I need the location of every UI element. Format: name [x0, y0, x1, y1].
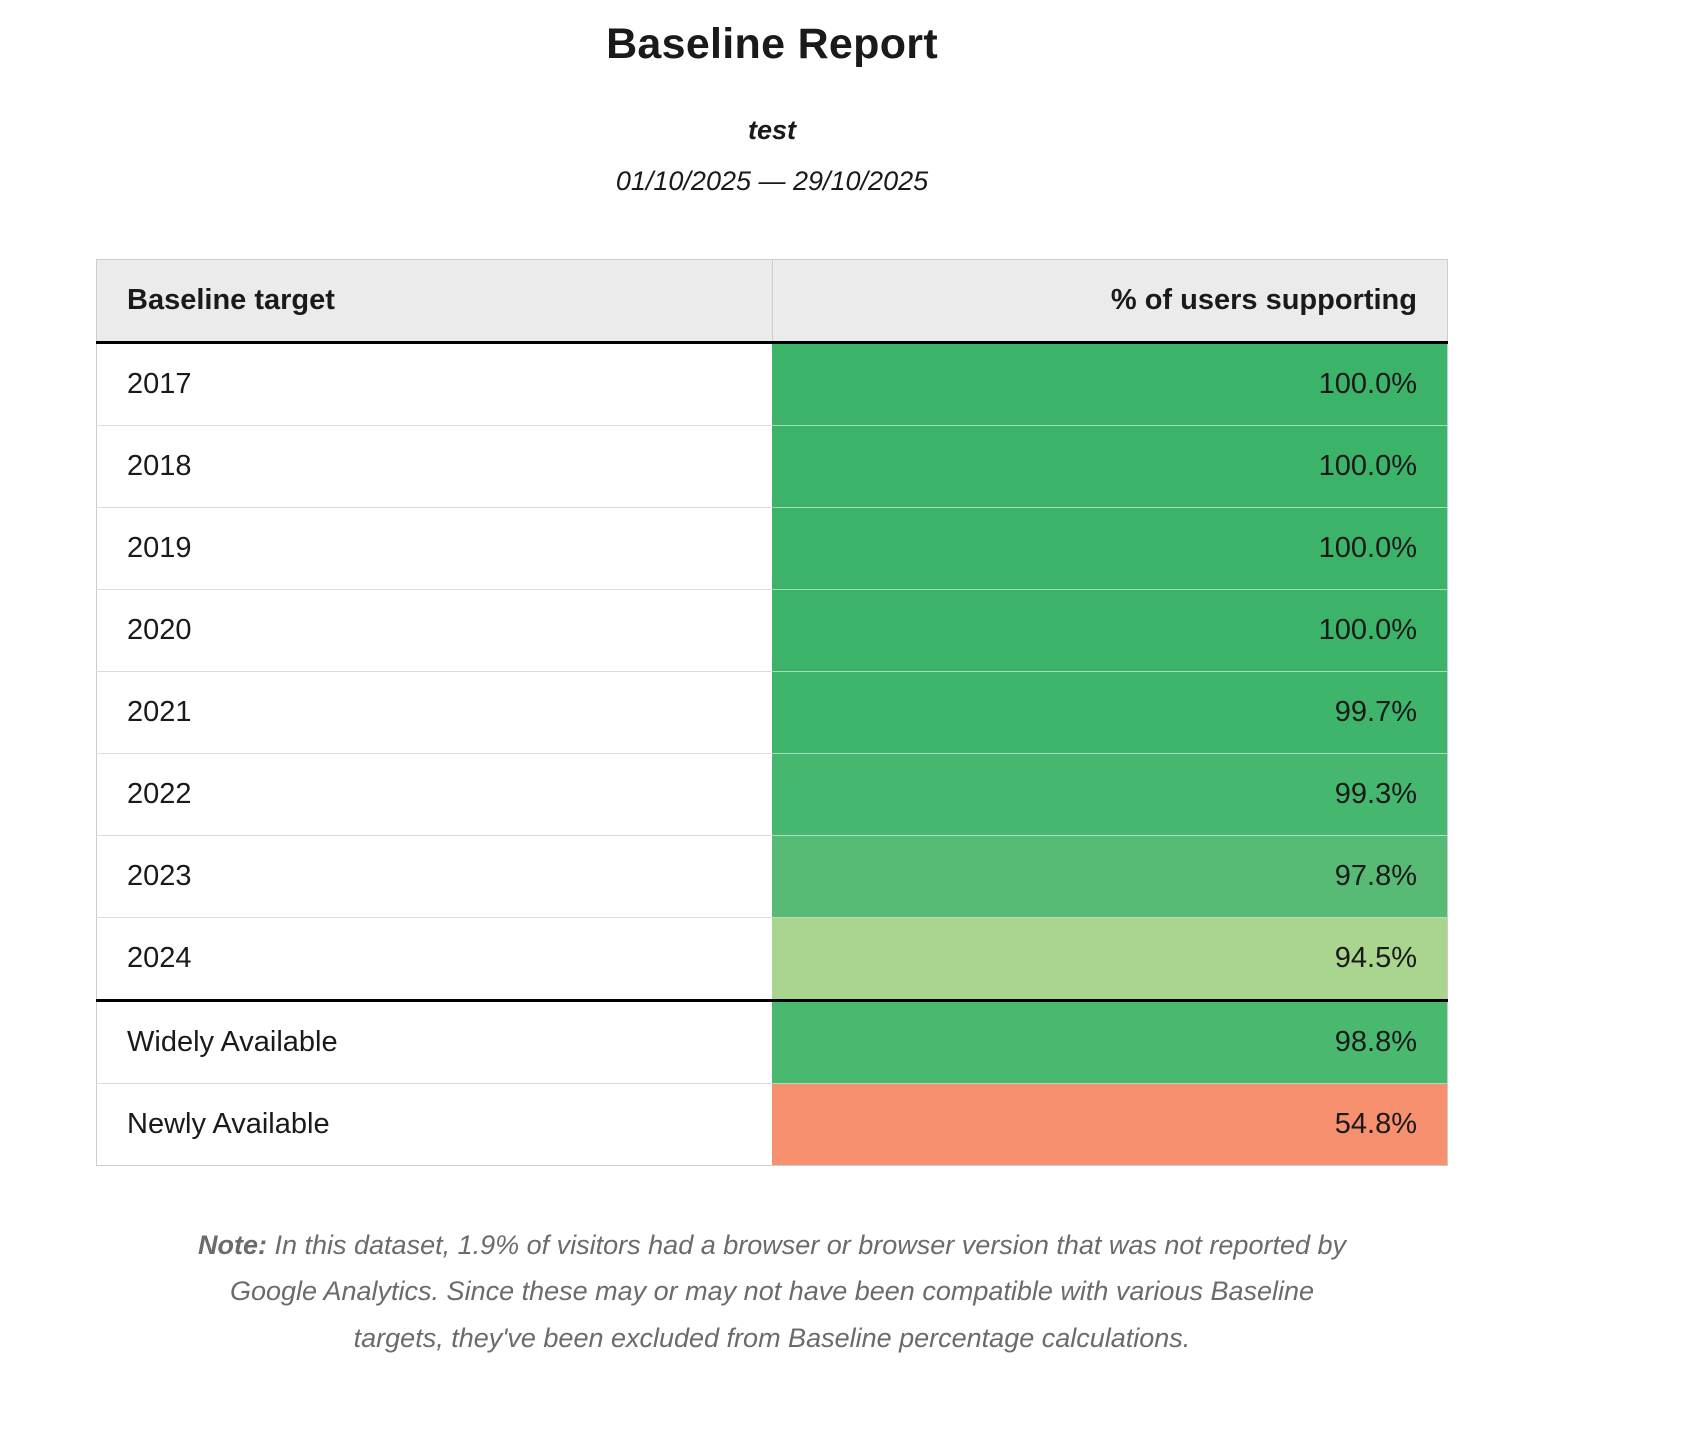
- report-date-range: 01/10/2025 — 29/10/2025: [615, 166, 929, 196]
- report-subtitle: test: [747, 115, 796, 145]
- table-header-row: Baseline target % of users supporting: [96, 259, 1448, 343]
- note-label: Note:: [197, 1230, 267, 1260]
- table-row: 2023 97.8%: [96, 835, 1448, 918]
- table-row: 2024 94.5%: [96, 917, 1448, 1001]
- percent-supporting-cell: 100.0%: [772, 507, 1448, 590]
- table-row: 2020 100.0%: [96, 589, 1448, 672]
- baseline-target-cell: 2019: [96, 507, 772, 590]
- baseline-table: Baseline target % of users supporting 20…: [96, 259, 1448, 1166]
- baseline-target-cell: 2020: [96, 589, 772, 672]
- percent-supporting-cell: 54.8%: [772, 1083, 1448, 1166]
- percent-supporting-cell: 99.3%: [772, 753, 1448, 836]
- baseline-target-cell: Newly Available: [96, 1083, 772, 1166]
- baseline-target-cell: 2018: [96, 425, 772, 508]
- baseline-target-cell: 2017: [96, 342, 772, 426]
- page-title: Baseline Report: [606, 20, 938, 68]
- baseline-target-cell: 2023: [96, 835, 772, 918]
- percent-supporting-cell: 99.7%: [772, 671, 1448, 754]
- table-row: Newly Available 54.8%: [96, 1083, 1448, 1166]
- table-row: 2021 99.7%: [96, 671, 1448, 754]
- table-row: 2019 100.0%: [96, 507, 1448, 590]
- column-header-baseline-target: Baseline target: [96, 259, 773, 343]
- percent-supporting-cell: 100.0%: [772, 342, 1448, 426]
- table-row: 2018 100.0%: [96, 425, 1448, 508]
- percent-supporting-cell: 98.8%: [772, 1000, 1448, 1084]
- percent-supporting-cell: 100.0%: [772, 589, 1448, 672]
- baseline-target-cell: 2021: [96, 671, 772, 754]
- baseline-target-cell: Widely Available: [96, 1000, 772, 1084]
- baseline-target-cell: 2024: [96, 917, 772, 1001]
- table-row: 2017 100.0%: [96, 342, 1448, 426]
- table-header: Baseline target % of users supporting: [96, 259, 1448, 343]
- report-page: Baseline Report test 01/10/2025 — 29/10/…: [96, 0, 1448, 1361]
- column-header-percent-supporting: % of users supporting: [772, 259, 1448, 343]
- table-row: 2022 99.3%: [96, 753, 1448, 836]
- table-row: Widely Available 98.8%: [96, 1000, 1448, 1084]
- note-text: In this dataset, 1.9% of visitors had a …: [229, 1230, 1347, 1353]
- table-body: 2017 100.0% 2018 100.0% 2019 100.0% 2020 100.0%…: [96, 342, 1448, 1166]
- percent-supporting-cell: 94.5%: [772, 917, 1448, 1001]
- report-note: Note: In this dataset, 1.9% of visitors …: [182, 1222, 1362, 1361]
- baseline-target-cell: 2022: [96, 753, 772, 836]
- percent-supporting-cell: 100.0%: [772, 425, 1448, 508]
- percent-supporting-cell: 97.8%: [772, 835, 1448, 918]
